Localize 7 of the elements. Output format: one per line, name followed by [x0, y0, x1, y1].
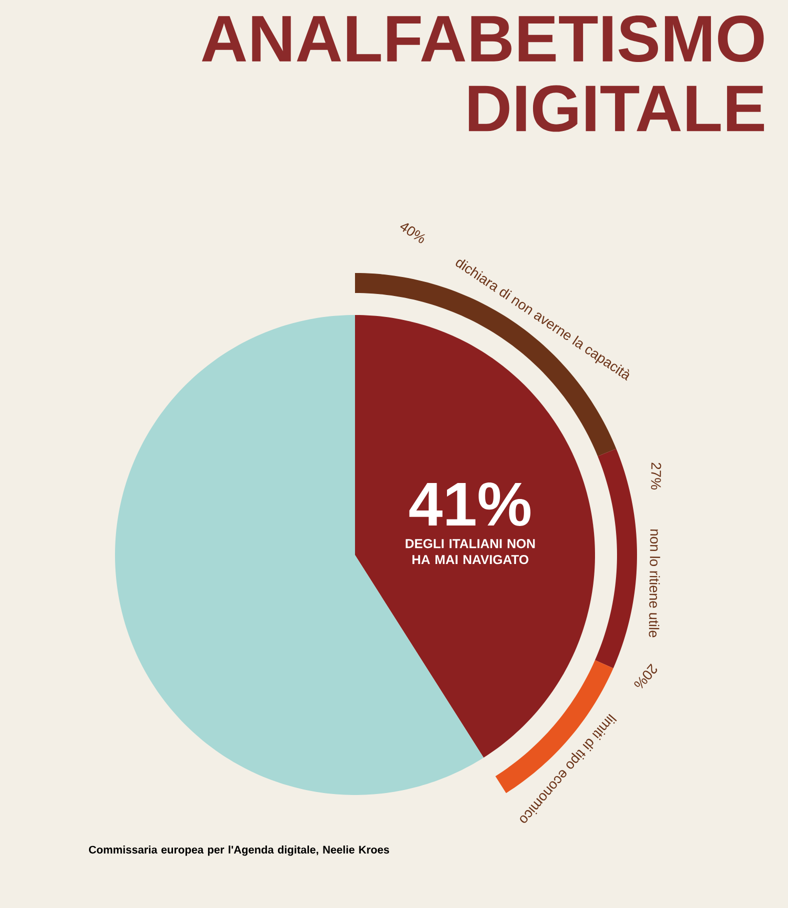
data-label: 27%: [651, 462, 662, 490]
chart-title: ANALFABETISMO DIGITALE: [202, 16, 764, 132]
slice-label: DEGLI ITALIANI NON HA MAI NAVIGATO: [406, 539, 535, 564]
slice-label: non lo ritiene utile: [648, 530, 660, 638]
data-label: 40%: [400, 223, 426, 244]
data-label: 41%: [409, 482, 530, 526]
text: Commissaria europea per l'Agenda digitale, Neelie Kroes: [88, 846, 390, 856]
